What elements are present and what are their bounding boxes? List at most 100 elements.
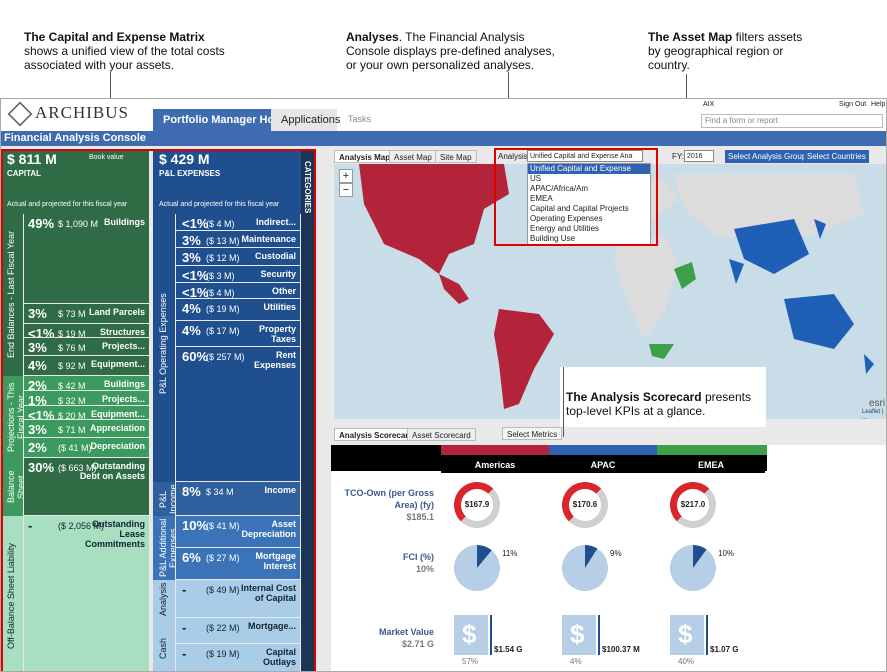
select-metrics-button[interactable]: Select Metrics (502, 427, 563, 440)
zoom-in-button[interactable]: + (339, 169, 353, 183)
kpi-name: FCI (%) (403, 552, 434, 562)
help-link[interactable]: Help (871, 101, 886, 108)
expense-row[interactable]: 60% ($ 257 M) Rent Expenses (176, 347, 300, 481)
leaflet-link[interactable]: Leaflet | ... (862, 409, 884, 419)
tab-portfolio-home[interactable]: Portfolio Manager Home (153, 109, 301, 131)
expense-row[interactable]: <1% ($ 3 M) Security (176, 266, 300, 282)
fci-value: 9% (610, 549, 622, 558)
region-header: APAC (549, 457, 657, 473)
expense-row-pct: <1% (182, 216, 209, 230)
analysis-select[interactable]: Unified Capital and Expense Ana (527, 150, 643, 162)
analysis-option[interactable]: US (530, 174, 542, 183)
expense-row[interactable]: 8% $ 34 M Income (176, 482, 300, 515)
tab-analysis-map[interactable]: Analysis Map (334, 150, 396, 163)
search-input[interactable]: Find a form or report (701, 114, 883, 128)
capital-row-amt: $ 73 M (58, 309, 86, 319)
zoom-out-button[interactable]: − (339, 183, 353, 197)
capital-row[interactable]: 3% $ 71 M Appreciation (24, 420, 149, 437)
book-value-select[interactable]: Book value (89, 154, 124, 161)
expense-row-pct: 6% (182, 550, 201, 565)
expense-row[interactable]: 4% ($ 17 M) Property Taxes (176, 321, 300, 346)
analysis-option[interactable]: Capital and Capital Projects (530, 204, 629, 213)
expense-row-label: Custodial (254, 251, 296, 261)
page-title: Financial Analysis Console (1, 131, 886, 146)
analysis-option[interactable]: Building Use (530, 234, 575, 243)
capital-row[interactable]: 3% $ 73 M Land Parcels (24, 304, 149, 323)
user-menu[interactable]: AIX (703, 101, 715, 108)
signout-link[interactable]: Sign Out (839, 101, 867, 108)
capital-row[interactable]: 30% ($ 663 M) Outstanding Debt on Assets (24, 458, 149, 515)
kpi-value-cell: $ $1.54 G 57% (454, 615, 522, 666)
analysis-option[interactable]: EMEA (530, 194, 553, 203)
analysis-dropdown[interactable]: Unified Capital and Expense Analysis US AP… (527, 163, 651, 245)
analyses-callout-title: Analyses (346, 30, 399, 44)
expense-row-amt: ($ 13 M) (206, 236, 240, 246)
expense-row[interactable]: - ($ 49 M) Internal Cost of Capital (176, 580, 300, 617)
capital-row-label: Outstanding Lease Commitments (84, 519, 145, 549)
tab-site-map[interactable]: Site Map (435, 150, 477, 163)
capital-row[interactable]: 49% $ 1,090 M Buildings (24, 214, 149, 303)
tab-analysis-scorecard[interactable]: Analysis Scorecard (334, 428, 419, 441)
expense-row-label: Capital Outlays (262, 647, 296, 667)
fy-select[interactable]: 2016 (684, 150, 714, 162)
tab-asset-scorecard[interactable]: Asset Scorecard (407, 428, 476, 441)
group-off-balance: Off-Balance Sheet Liability (1, 516, 23, 671)
kpi-value-cell: 9% (562, 545, 622, 591)
capital-row[interactable]: - ($ 2,056 M) Outstanding Lease Commitment… (24, 516, 149, 671)
kpi-value-cell: $217.0 (670, 482, 716, 528)
expense-row-label: Property Taxes (258, 324, 296, 344)
capital-row-amt: $ 20 M (58, 411, 86, 419)
expense-row-pct: 4% (182, 301, 201, 316)
capital-row-label: Buildings and... (104, 379, 145, 390)
capital-row[interactable]: 2% ($ 41 M) Depreciation (24, 438, 149, 457)
expense-row[interactable]: 4% ($ 19 M) Utilities (176, 299, 300, 320)
group-cash: Cash (153, 618, 175, 671)
capital-row-pct: 49% (28, 216, 55, 231)
capital-row-pct: 3% (28, 340, 47, 355)
expense-row-pct: 8% (182, 484, 201, 499)
capital-row-label: Appreciation (89, 423, 145, 433)
capital-row-pct: 3% (28, 422, 47, 437)
group-balance-liability: Balance Sheet Liability (1, 458, 23, 516)
capital-row[interactable]: 2% $ 42 M Buildings and... (24, 376, 149, 390)
capital-row[interactable]: <1% $ 19 M Structures (24, 324, 149, 337)
capital-row-pct: 2% (28, 440, 47, 455)
expense-row-label: Asset Depreciation (241, 519, 296, 539)
expense-row[interactable]: 3% ($ 13 M) Maintenance (176, 231, 300, 247)
expense-row[interactable]: 10% ($ 41 M) Asset Depreciation (176, 516, 300, 547)
kpi-value-cell: $167.9 (454, 482, 500, 528)
expense-row[interactable]: - ($ 22 M) Mortgage... (176, 618, 300, 643)
select-analysis-group-button[interactable]: Select Analysis Group (725, 150, 810, 163)
expense-row[interactable]: <1% ($ 4 M) Indirect... (176, 214, 300, 230)
analysis-option[interactable]: Unified Capital and Expense Analysis (528, 164, 650, 183)
expense-row-amt: ($ 22 M) (206, 623, 240, 633)
matrix-callout-title: The Capital and Expense Matrix (24, 30, 205, 44)
capital-row[interactable]: 1% $ 32 M Projects... (24, 391, 149, 405)
expense-row-amt: ($ 3 M) (206, 271, 235, 281)
capital-row-amt: $ 92 M (58, 361, 86, 371)
dollar-icon: $ (462, 619, 477, 649)
capital-row[interactable]: <1% $ 20 M Equipment... (24, 406, 149, 419)
expense-row-amt: ($ 4 M) (206, 288, 235, 298)
expense-row[interactable]: - ($ 19 M) Capital Outlays (176, 644, 300, 671)
capital-row-label: Land Parcels (88, 307, 145, 317)
expense-row-pct: 10% (182, 518, 209, 533)
capital-row[interactable]: 4% $ 92 M Equipment... (24, 356, 149, 375)
categories-bar[interactable]: CATEGORIES (301, 149, 315, 671)
capital-row-label: Projects... (101, 394, 145, 404)
expense-row-label: Maintenance (241, 234, 296, 244)
expense-row[interactable]: 6% ($ 27 M) Mortgage Interest (176, 548, 300, 579)
expense-row-amt: ($ 19 M) (206, 649, 240, 659)
analysis-option[interactable]: Operating Expenses (530, 214, 603, 223)
expense-row-pct: 3% (182, 250, 201, 265)
capital-row[interactable]: 3% $ 76 M Projects... (24, 338, 149, 355)
expense-row[interactable]: <1% ($ 4 M) Other (176, 283, 300, 298)
tab-asset-map[interactable]: Asset Map (389, 150, 437, 163)
tab-applications[interactable]: Applications (271, 109, 340, 131)
analysis-option[interactable]: APAC/Africa/Am (530, 184, 589, 193)
tab-tasks[interactable]: Tasks (348, 114, 372, 124)
expense-row-amt: $ 34 M (206, 487, 234, 497)
analysis-option[interactable]: Energy and Utilities (530, 224, 599, 233)
expense-row[interactable]: 3% ($ 12 M) Custodial (176, 248, 300, 265)
select-countries-button[interactable]: Select Countries (804, 150, 869, 163)
